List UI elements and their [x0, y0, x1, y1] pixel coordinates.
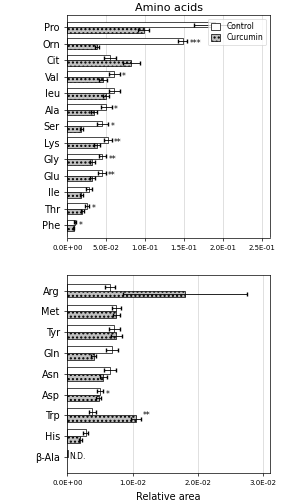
Bar [67, 374, 103, 380]
Bar [67, 304, 116, 312]
Bar [67, 203, 87, 208]
Bar [67, 44, 97, 50]
Bar [67, 416, 136, 422]
Bar [67, 220, 75, 225]
Bar [67, 159, 92, 164]
Bar [67, 408, 92, 416]
Bar [67, 176, 92, 181]
Bar [67, 430, 86, 436]
Text: *: * [92, 204, 96, 213]
Bar [67, 72, 114, 77]
Text: **: ** [114, 138, 122, 147]
Bar [67, 77, 103, 82]
Bar [67, 353, 94, 360]
Bar [67, 312, 116, 318]
Bar [67, 110, 94, 115]
Bar [67, 346, 112, 353]
Text: *: * [239, 23, 243, 32]
Bar [67, 88, 114, 94]
Title: Amino acids: Amino acids [135, 3, 203, 13]
Bar [67, 126, 81, 132]
Bar [67, 104, 106, 110]
Bar [67, 394, 99, 402]
Bar [67, 154, 103, 159]
Text: *: * [122, 72, 126, 82]
Bar [67, 332, 116, 339]
Text: *: * [110, 122, 114, 130]
Bar [67, 170, 102, 175]
Bar [67, 55, 110, 60]
Bar [67, 284, 110, 290]
Bar [67, 388, 100, 394]
Bar [67, 436, 80, 443]
Bar [67, 60, 131, 66]
Bar [67, 225, 74, 230]
Text: ***: *** [190, 40, 201, 48]
Text: **: ** [109, 154, 116, 164]
Bar [67, 38, 183, 44]
Bar [67, 94, 106, 98]
Bar [67, 326, 114, 332]
Bar [67, 208, 82, 214]
Text: **: ** [108, 171, 116, 180]
Bar [67, 138, 108, 142]
Text: N.D.: N.D. [69, 452, 86, 462]
Bar [67, 450, 68, 457]
Bar [67, 28, 144, 33]
Text: **: ** [142, 411, 150, 420]
Bar [67, 142, 97, 148]
Bar [67, 22, 215, 28]
Bar [67, 367, 110, 374]
Text: *: * [114, 106, 118, 114]
Bar [67, 186, 89, 192]
Bar [67, 121, 103, 126]
Bar [67, 290, 185, 298]
X-axis label: Relative area: Relative area [136, 492, 201, 500]
Legend: Control, Curcumin: Control, Curcumin [208, 19, 266, 45]
Bar [67, 192, 81, 198]
Text: *: * [78, 220, 82, 230]
Text: *: * [105, 390, 109, 399]
